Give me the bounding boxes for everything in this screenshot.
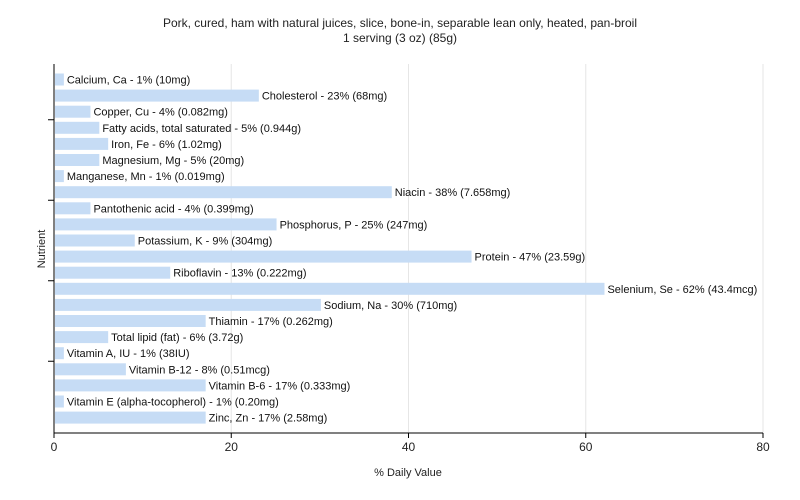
- bar: [55, 363, 126, 376]
- x-tick-label: 40: [402, 440, 416, 454]
- bar-label: Fatty acids, total saturated - 5% (0.944…: [102, 123, 301, 135]
- bar-label: Pantothenic acid - 4% (0.399mg): [93, 203, 253, 215]
- bar: [55, 121, 100, 134]
- x-tick-label: 20: [225, 440, 239, 454]
- bar: [55, 379, 206, 392]
- bar-label: Selenium, Se - 62% (43.4mcg): [607, 284, 757, 296]
- bar-label: Copper, Cu - 4% (0.082mg): [93, 107, 228, 119]
- bar-label: Thiamin - 17% (0.262mg): [209, 316, 333, 328]
- bar-label: Manganese, Mn - 1% (0.019mg): [67, 171, 225, 183]
- bar-label: Total lipid (fat) - 6% (3.72g): [111, 332, 243, 344]
- bar-label: Phosphorus, P - 25% (247mg): [280, 219, 428, 231]
- chart-subtitle: 1 serving (3 oz) (85g): [342, 31, 458, 45]
- y-axis-title: Nutrient: [36, 230, 48, 269]
- x-tick-label: 0: [51, 440, 58, 454]
- bar: [55, 315, 206, 327]
- grid-lines: [230, 64, 764, 433]
- bar-label: Sodium, Na - 30% (710mg): [324, 300, 457, 312]
- bar-label: Riboflavin - 13% (0.222mg): [173, 268, 306, 280]
- bar-label: Protein - 47% (23.59g): [475, 252, 586, 264]
- bar: [55, 331, 109, 344]
- axes: 0 20 40 60 80: [48, 64, 770, 454]
- bar: [55, 170, 64, 183]
- bar: [55, 250, 472, 263]
- bar: [55, 298, 321, 311]
- bar-label: Cholesterol - 23% (68mg): [262, 91, 387, 103]
- x-tick-label: 80: [756, 440, 770, 454]
- bar-label: Magnesium, Mg - 5% (20mg): [102, 155, 244, 167]
- bar: [55, 266, 171, 279]
- bar: [55, 137, 109, 150]
- bar: [55, 234, 135, 247]
- bars: Calcium, Ca - 1% (10mg) Cholesterol - 23%…: [55, 73, 757, 425]
- x-tick-label: 60: [579, 440, 593, 454]
- chart-title-block: Pork, cured, ham with natural juices, sl…: [0, 16, 800, 46]
- bar: [55, 154, 100, 166]
- x-axis-title: % Daily Value: [374, 467, 442, 479]
- chart-title: Pork, cured, ham with natural juices, sl…: [162, 16, 638, 30]
- bar: [55, 218, 277, 231]
- bar: [55, 282, 605, 295]
- bar: [55, 89, 259, 102]
- bar: [55, 105, 91, 118]
- bar: [55, 411, 206, 424]
- bar-label: Vitamin B-6 - 17% (0.333mg): [209, 380, 351, 392]
- bar-label: Vitamin A, IU - 1% (38IU): [67, 348, 190, 360]
- bar-label: Niacin - 38% (7.658mg): [395, 187, 511, 199]
- bar: [55, 395, 64, 408]
- bar: [55, 202, 91, 215]
- bar: [55, 186, 392, 199]
- bar-label: Vitamin B-12 - 8% (0.51mcg): [129, 364, 270, 376]
- bar-label: Zinc, Zn - 17% (2.58mg): [209, 413, 328, 425]
- bar: [55, 347, 64, 360]
- bar-label: Calcium, Ca - 1% (10mg): [67, 75, 190, 87]
- bar-label: Iron, Fe - 6% (1.02mg): [111, 139, 222, 151]
- bar: [55, 73, 64, 86]
- bar-label: Vitamin E (alpha-tocopherol) - 1% (0.20m…: [67, 397, 279, 409]
- bar-label: Potassium, K - 9% (304mg): [138, 236, 273, 248]
